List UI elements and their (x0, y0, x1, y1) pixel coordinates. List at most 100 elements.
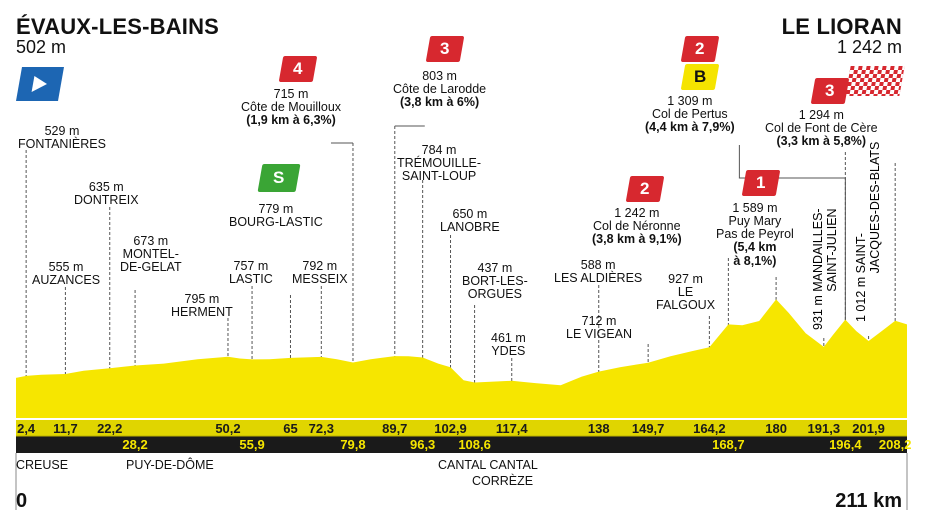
sprint-label: S (273, 168, 285, 187)
km-marker-top: 72,3 (309, 421, 334, 436)
waypoint-name: HERMENT (171, 305, 233, 320)
waypoint-name: FONTANIÈRES (18, 137, 106, 152)
waypoint-les-aldieres: 588 m LES ALDIÈRES (554, 258, 643, 286)
km-marker-bottom: 108,6 (458, 437, 491, 452)
waypoint-elevation: 1 589 m (732, 201, 778, 215)
waypoint-cote-de-mouilloux: 715 m Côte de Mouilloux (1,9 km à 6,3%) (241, 87, 342, 128)
waypoint-fontanieres: 529 m FONTANIÈRES (18, 124, 106, 152)
waypoint-mandailles: 931 m MANDAILLES- SAINT-JULIEN (811, 182, 839, 330)
waypoint-name: Côte de Mouilloux (241, 100, 342, 115)
waypoint-elevation: 779 m (258, 202, 294, 216)
department-puy-de-dome: PUY-DE-DÔME (126, 458, 214, 472)
finish-city: LE LIORAN (781, 14, 902, 39)
km-marker-top: 11,7 (53, 421, 78, 436)
climb-badge-cat4: 4 (278, 56, 318, 82)
km-marker-top: 138 (588, 421, 610, 436)
climb-detail: (1,9 km à 6,3%) (246, 113, 336, 128)
waypoint-le-vigean: 712 m LE VIGEAN (566, 314, 632, 341)
climb-badge-label: 4 (293, 59, 303, 78)
km-marker-top: 65 (283, 421, 297, 436)
waypoint-name: LE FALGOUX (656, 285, 716, 313)
km-marker-bottom: 196,4 (829, 437, 862, 452)
climb-badge-label: 3 (440, 39, 450, 58)
waypoint-saint-jacques: 1 012 m SAINT- JACQUES-DES-BLATS (854, 142, 882, 322)
waypoint-elevation: 927 m (668, 272, 703, 286)
waypoint-name: MESSEIX (292, 272, 348, 287)
waypoint-elevation: 673 m (133, 234, 169, 248)
waypoint-name: MONTEL- DE-GELAT (120, 247, 182, 275)
waypoint-elevation: 1 294 m (798, 108, 844, 122)
km-marker-bottom: 208,2 (879, 437, 912, 452)
km-marker-bottom: 96,3 (410, 437, 435, 452)
waypoint-col-de-font-de-cere: 1 294 m Col de Font de Cère (3,3 km à 5,… (765, 108, 878, 149)
waypoint-elevation: 757 m (233, 259, 269, 273)
climb-badge-cat2: 2 (680, 36, 720, 62)
waypoint-bourg-lastic: 779 m BOURG-LASTIC (229, 202, 323, 230)
start-city: ÉVAUX-LES-BAINS (16, 14, 220, 39)
waypoint-name: Côte de Larodde (393, 82, 487, 97)
waypoint-name: LANOBRE (440, 220, 500, 235)
waypoint-elevation: 555 m (48, 260, 84, 274)
km-marker-top: 50,2 (215, 421, 240, 436)
start-flag-icon (16, 67, 64, 101)
waypoint-bort-les-orgues: 437 m BORT-LES- ORGUES (462, 261, 528, 302)
waypoint-name: TRÉMOUILLE- SAINT-LOUP (397, 156, 482, 184)
start-elevation: 502 m (16, 37, 67, 57)
km-marker-top: 117,4 (496, 421, 529, 436)
waypoint-montel-de-gelat: 673 m MONTEL- DE-GELAT (120, 234, 182, 275)
waypoint-elevation: 1 012 m (854, 276, 868, 322)
km-marker-top: 102,9 (434, 421, 467, 436)
waypoint-elevation: 529 m (44, 124, 80, 138)
climb-detail: (4,4 km à 7,9%) (645, 120, 735, 135)
intermediate-sprint-icon: S (257, 164, 301, 192)
waypoint-tremouille-saint-loup: 784 m TRÉMOUILLE- SAINT-LOUP (397, 143, 482, 184)
waypoint-name: BORT-LES- ORGUES (462, 274, 528, 302)
waypoint-name: AUZANCES (32, 273, 101, 288)
km-marker-top: 164,2 (693, 421, 726, 436)
waypoint-cote-de-larodde: 803 m Côte de Larodde (3,8 km à 6%) (393, 69, 487, 110)
waypoint-elevation: 588 m (580, 258, 616, 272)
climb-badge-label: 1 (756, 173, 766, 192)
finish-flag-icon (845, 66, 905, 96)
waypoint-auzances: 555 m AUZANCES (32, 260, 101, 288)
waypoint-lastic: 757 m LASTIC (229, 259, 273, 286)
climb-detail: (3,8 km à 6%) (399, 95, 480, 110)
waypoint-lanobre: 650 m LANOBRE (440, 207, 500, 235)
km-marker-top: 2,4 (17, 421, 36, 436)
waypoint-elevation: 1 309 m (667, 94, 713, 108)
waypoint-elevation: 931 m (811, 295, 825, 330)
waypoint-name: BOURG-LASTIC (229, 215, 323, 230)
km-marker-bottom: 28,2 (122, 437, 147, 452)
waypoint-elevation: 650 m (452, 207, 488, 221)
department-cantal: CANTAL CANTAL (438, 458, 538, 472)
waypoint-le-falgoux: 927 m LE FALGOUX (656, 272, 716, 313)
km-bar-bottom (16, 436, 907, 453)
climb-detail: (3,3 km à 5,8%) (776, 134, 867, 149)
km-marker-top: 149,7 (632, 421, 665, 436)
waypoint-name: LES ALDIÈRES (554, 271, 643, 286)
pertus-connector (738, 145, 846, 340)
waypoint-name: Col de Néronne (593, 219, 681, 234)
waypoint-elevation: 784 m (421, 143, 457, 157)
start-km: 0 (16, 490, 28, 512)
waypoint-ydes: 461 m YDES (491, 331, 526, 358)
km-marker-top: 89,7 (382, 421, 407, 436)
waypoint-dontreix: 635 m DONTREIX (74, 180, 139, 207)
waypoint-name: Puy Mary Pas de Peyrol (716, 214, 794, 242)
km-marker-top: 180 (765, 421, 787, 436)
climb-badge-cat2: 2 (625, 176, 665, 202)
waypoint-elevation: 1 242 m (614, 206, 660, 220)
climb-detail: (5,4 km à 8,1%) (733, 240, 777, 268)
km-marker-bottom: 168,7 (712, 437, 745, 452)
finish-km: 211 km (835, 490, 902, 512)
km-marker-bottom: 55,9 (239, 437, 264, 452)
km-marker-top: 191,3 (808, 421, 841, 436)
km-bar-top (16, 420, 907, 436)
waypoint-name: MANDAILLES- SAINT-JULIEN (811, 208, 839, 292)
waypoint-herment: 795 m HERMENT (171, 292, 233, 320)
km-marker-bottom: 79,8 (340, 437, 365, 452)
waypoint-col-de-neronne: 1 242 m Col de Néronne (3,8 km à 9,1%) (592, 206, 682, 246)
waypoint-elevation: 795 m (184, 292, 220, 306)
